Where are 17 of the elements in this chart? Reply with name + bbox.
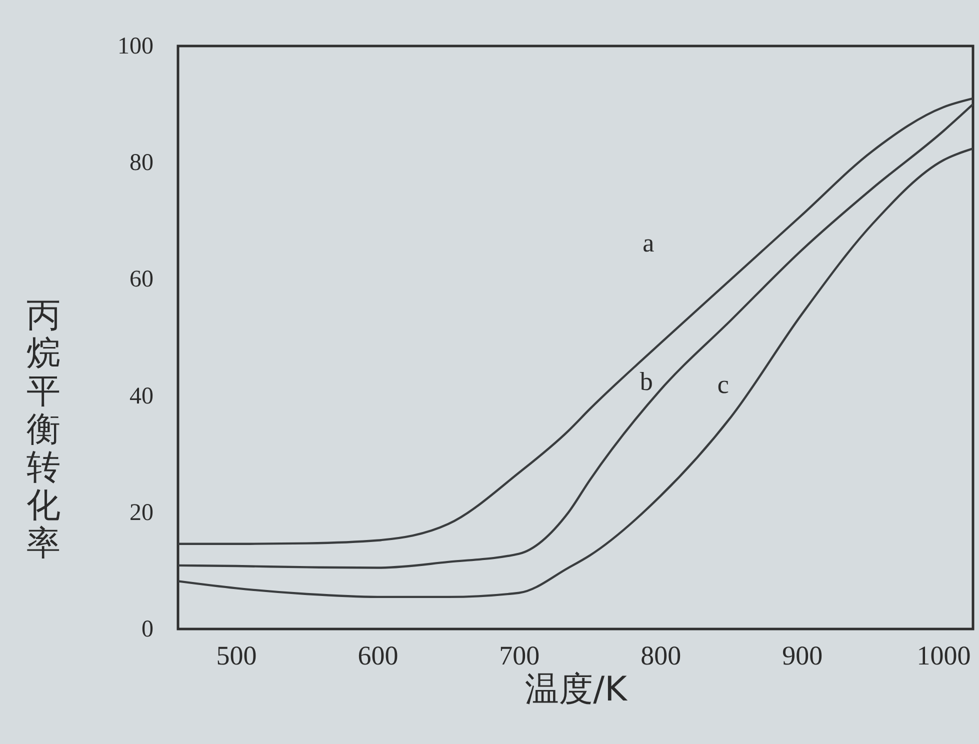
text: a bbox=[642, 228, 655, 258]
x-axis-title: 温度/K bbox=[525, 670, 629, 710]
x-tick-label: 700 bbox=[499, 640, 540, 670]
x-tick-label: 600 bbox=[358, 640, 398, 670]
x-tick-label: 900 bbox=[782, 640, 823, 670]
x-tick-label: 1000 bbox=[916, 640, 971, 670]
series-label: b bbox=[640, 366, 653, 396]
x-tick-label: 800 bbox=[640, 640, 682, 670]
y-tick-label: 20 bbox=[130, 500, 154, 526]
y-tick-label: 60 bbox=[130, 266, 154, 293]
x-tick-label: 500 bbox=[216, 640, 257, 670]
y-tick-label: 100 bbox=[118, 34, 154, 60]
y-tick-label: 40 bbox=[130, 383, 154, 410]
y-tick-label: 80 bbox=[130, 150, 154, 176]
y-axis-title: 丙烷平衡转化率 bbox=[26, 296, 60, 564]
series-label: c bbox=[717, 370, 729, 399]
y-tick-label: 0 bbox=[142, 616, 154, 642]
